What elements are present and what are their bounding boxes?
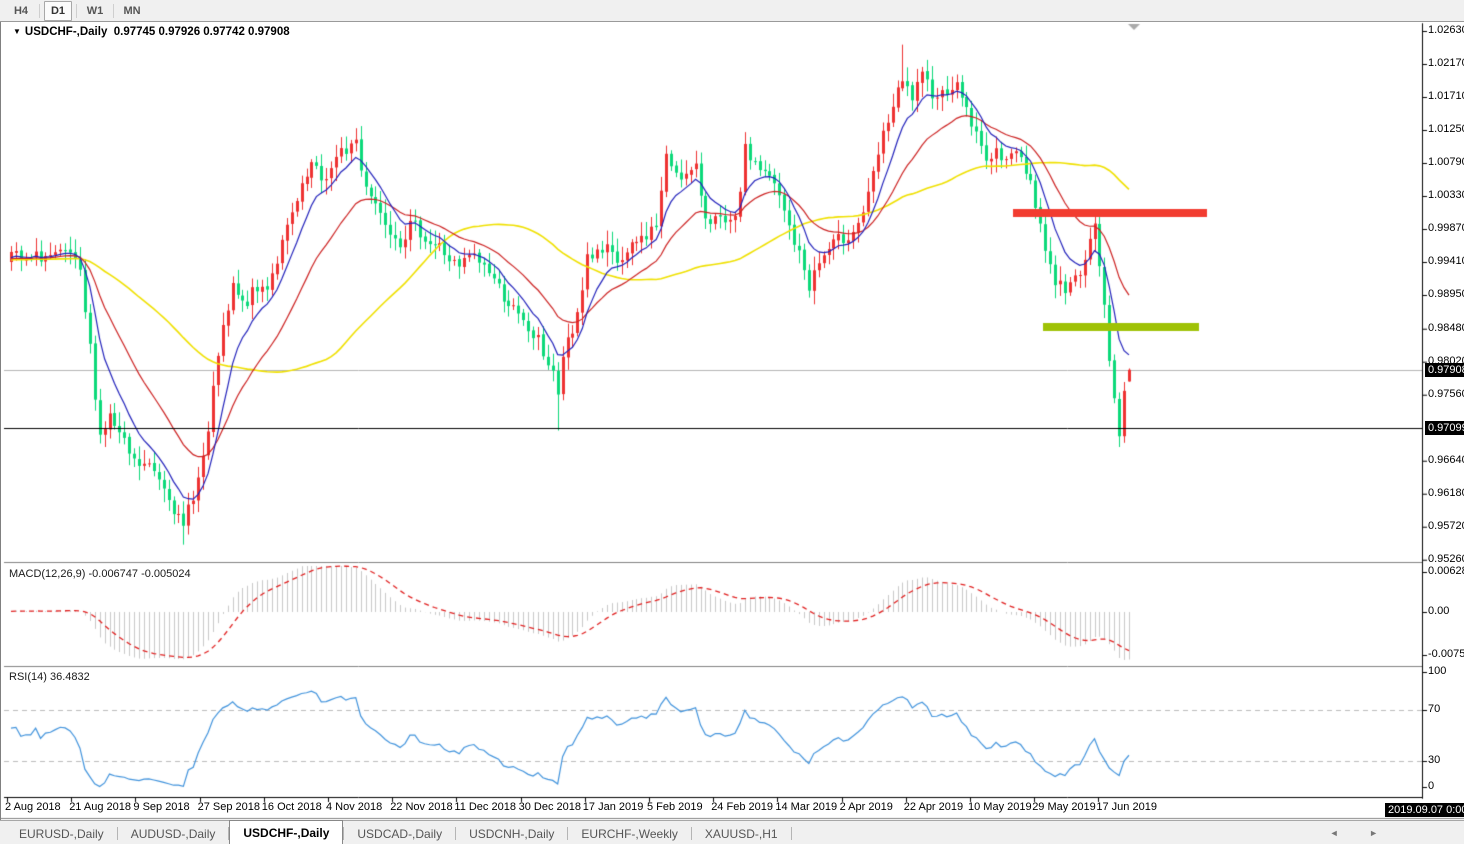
price-axis-tick-label: 1.01710 xyxy=(1428,90,1464,102)
chart-tab-usdchf[interactable]: USDCHF-,Daily xyxy=(229,820,344,844)
toolbar-separator xyxy=(113,3,114,18)
chart-frame: ▼ USDCHF-,Daily 0.97745 0.97926 0.97742 0… xyxy=(0,22,1464,820)
chart-tab-usdcnh[interactable]: USDCNH-,Daily xyxy=(469,826,555,841)
time-axis-label: 22 Nov 2018 xyxy=(390,801,453,813)
tab-separator xyxy=(455,827,457,840)
time-axis-label: 24 Feb 2019 xyxy=(711,801,773,813)
time-axis-label: 9 Sep 2018 xyxy=(133,801,190,813)
toolbar-separator xyxy=(39,3,40,18)
time-axis-label: 4 Nov 2018 xyxy=(326,801,383,813)
tab-scroll-arrows[interactable]: ◄ ► xyxy=(1329,828,1392,838)
time-axis-cursor-box: 2019.09.07 0:00 xyxy=(1385,803,1464,817)
macd-axis-tick-label: 0.006282 xyxy=(1428,565,1464,577)
time-axis-label: 22 Apr 2019 xyxy=(903,801,964,813)
timeframe-toolbar: H4 D1 W1 MN xyxy=(0,0,1464,22)
timeframe-button-h4[interactable]: H4 xyxy=(13,4,29,17)
price-axis-tick-label: 1.00330 xyxy=(1428,189,1464,201)
time-axis-label: 11 Dec 2018 xyxy=(454,801,516,813)
time-axis-label: 30 Dec 2018 xyxy=(518,801,581,813)
timeframe-button-mn[interactable]: MN xyxy=(123,4,141,17)
time-axis-label: 2 Apr 2019 xyxy=(839,801,893,813)
price-axis-tick-label: 0.95260 xyxy=(1428,552,1464,565)
rsi-indicator-name: RSI(14) xyxy=(9,671,47,683)
time-axis-label: 14 Mar 2019 xyxy=(775,801,838,813)
macd-indicator-values: -0.006747 -0.005024 xyxy=(88,568,191,580)
price-axis-tick-label: 1.02170 xyxy=(1428,57,1464,69)
chart-tab-eurusd[interactable]: EURUSD-,Daily xyxy=(19,826,104,841)
time-axis-label: 29 May 2019 xyxy=(1032,801,1096,813)
rsi-axis-tick-label: 0 xyxy=(1428,780,1435,792)
macd-axis-tick-label: 0.00 xyxy=(1428,605,1450,617)
tab-separator xyxy=(228,827,230,840)
symbol-dropdown-icon[interactable]: ▼ xyxy=(13,27,21,36)
price-axis-tick-label: 0.95720 xyxy=(1428,519,1464,532)
price-axis-tick-label: 0.96180 xyxy=(1428,486,1464,499)
price-axis-tick-label: 1.02630 xyxy=(1428,24,1464,36)
toolbar-separator xyxy=(76,3,77,18)
chart-symbol-label: USDCHF-,Daily xyxy=(24,26,108,38)
time-axis-label: 16 Oct 2018 xyxy=(261,801,322,813)
time-axis-label: 2 Aug 2018 xyxy=(5,801,61,813)
macd-pane-label: MACD(12,26,9) -0.006747 -0.005024 xyxy=(9,568,191,581)
chart-tab-bar: EURUSD-,Daily AUDUSD-,Daily USDCHF-,Daily U… xyxy=(0,820,1464,844)
price-axis-tick-label: 0.98950 xyxy=(1428,288,1464,300)
time-axis-label: 5 Feb 2019 xyxy=(647,801,703,813)
chart-ohlc-quotes: 0.97745 0.97926 0.97742 0.97908 xyxy=(113,26,290,38)
price-axis-tick-label: 1.00790 xyxy=(1428,156,1464,168)
time-axis-label: 17 Jan 2019 xyxy=(582,801,644,813)
tab-separator xyxy=(690,827,692,840)
time-axis-label: 27 Sep 2018 xyxy=(197,801,260,813)
price-axis-tick-label: 0.96640 xyxy=(1428,453,1464,466)
price-axis-boxed-label-horizontal-line: 0.97099 xyxy=(1425,420,1464,435)
time-axis-label: 17 Jun 2019 xyxy=(1096,801,1157,813)
price-axis-tick-label: 0.98480 xyxy=(1428,321,1464,334)
rsi-indicator-value: 36.4832 xyxy=(49,671,90,683)
chart-tab-xauusd[interactable]: XAUUSD-,H1 xyxy=(704,826,778,841)
chart-tab-audusd[interactable]: AUDUSD-,Daily xyxy=(130,826,216,841)
tab-separator xyxy=(116,827,118,840)
chart-canvas[interactable] xyxy=(1,22,1464,820)
tab-separator xyxy=(343,827,345,840)
rsi-pane-label: RSI(14) 36.4832 xyxy=(9,671,90,684)
time-axis-label: 21 Aug 2018 xyxy=(69,801,131,813)
price-axis-tick-label: 0.97560 xyxy=(1428,387,1464,400)
macd-indicator-name: MACD(12,26,9) xyxy=(9,568,86,580)
price-axis-tick-label: 1.01250 xyxy=(1428,123,1464,135)
chart-tab-eurchf[interactable]: EURCHF-,Weekly xyxy=(581,826,678,841)
price-axis-tick-label: 0.99870 xyxy=(1428,222,1464,234)
rsi-axis-tick-label: 70 xyxy=(1428,703,1441,715)
time-axis-label: 10 May 2019 xyxy=(968,801,1032,813)
price-axis-tick-label: 0.99410 xyxy=(1428,255,1464,267)
rsi-axis-tick-label: 30 xyxy=(1428,754,1441,766)
tab-separator xyxy=(567,827,569,840)
rsi-axis-tick-label: 100 xyxy=(1428,665,1447,677)
timeframe-button-d1[interactable]: D1 xyxy=(44,0,72,21)
macd-axis-tick-label: -0.007542 xyxy=(1428,648,1464,660)
price-axis-boxed-label-current-price: 0.97908 xyxy=(1425,362,1464,377)
chart-tab-usdcad[interactable]: USDCAD-,Daily xyxy=(357,826,443,841)
chart-title: ▼ USDCHF-,Daily 0.97745 0.97926 0.97742 0… xyxy=(13,26,290,39)
timeframe-button-w1[interactable]: W1 xyxy=(86,4,104,17)
tab-separator xyxy=(790,827,792,840)
